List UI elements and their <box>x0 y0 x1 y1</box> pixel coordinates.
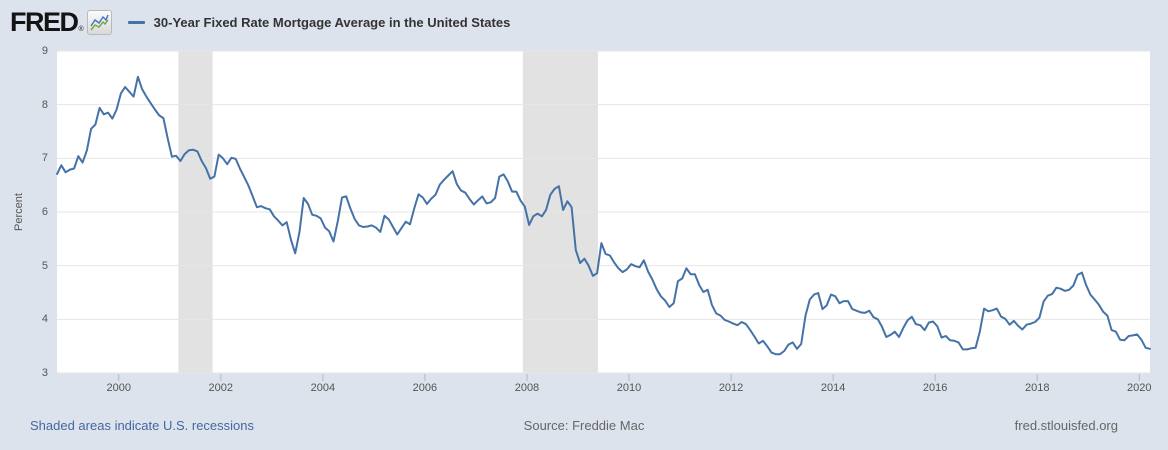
x-axis-tick-label: 2020 <box>1127 382 1152 394</box>
source-link[interactable]: Source: Freddie Mac <box>523 418 645 433</box>
y-axis-tick-label: 7 <box>41 152 48 165</box>
x-axis-tick-label: 2018 <box>1024 382 1050 394</box>
fred-logo[interactable]: FRED ® <box>10 8 112 36</box>
y-axis-tick-label: 4 <box>41 313 48 326</box>
y-axis-tick-label: 8 <box>41 98 48 111</box>
legend-line-swatch <box>127 20 145 24</box>
legend-series-label: 30-Year Fixed Rate Mortgage Average in t… <box>153 14 511 30</box>
y-axis-tick-label: 6 <box>41 206 48 218</box>
recession-note-link[interactable]: Shaded areas indicate U.S. recessions <box>30 418 255 433</box>
y-axis-tick-label: 5 <box>41 259 48 272</box>
chart-footer: Shaded areas indicate U.S. recessions So… <box>0 415 1168 439</box>
legend-item[interactable]: 30-Year Fixed Rate Mortgage Average in t… <box>127 14 511 30</box>
fred-site-link[interactable]: fred.stlouisfed.org <box>1014 418 1118 433</box>
x-axis-tick-label: 2006 <box>412 382 438 394</box>
x-axis-tick-label: 2010 <box>616 382 642 394</box>
x-axis-tick-label: 2016 <box>922 382 948 394</box>
chart-header: FRED ® 30-Year Fixed Rate Mortgage Avera… <box>0 0 1168 44</box>
fred-logo-text: FRED <box>10 7 79 37</box>
y-axis-tick-label: 9 <box>41 45 48 57</box>
y-axis-tick-label: 3 <box>41 367 48 379</box>
x-axis-tick-label: 2004 <box>310 382 336 394</box>
x-axis-tick-label: 2002 <box>208 382 234 394</box>
x-axis-tick-label: 2014 <box>820 382 846 394</box>
x-axis-tick-label: 2008 <box>514 382 540 394</box>
fred-logo-chart-icon <box>86 10 112 35</box>
series-line <box>56 75 1151 356</box>
registered-trademark-symbol: ® <box>78 26 84 33</box>
x-axis-tick-label: 2000 <box>106 382 131 394</box>
x-axis-tick-label: 2012 <box>718 382 744 394</box>
